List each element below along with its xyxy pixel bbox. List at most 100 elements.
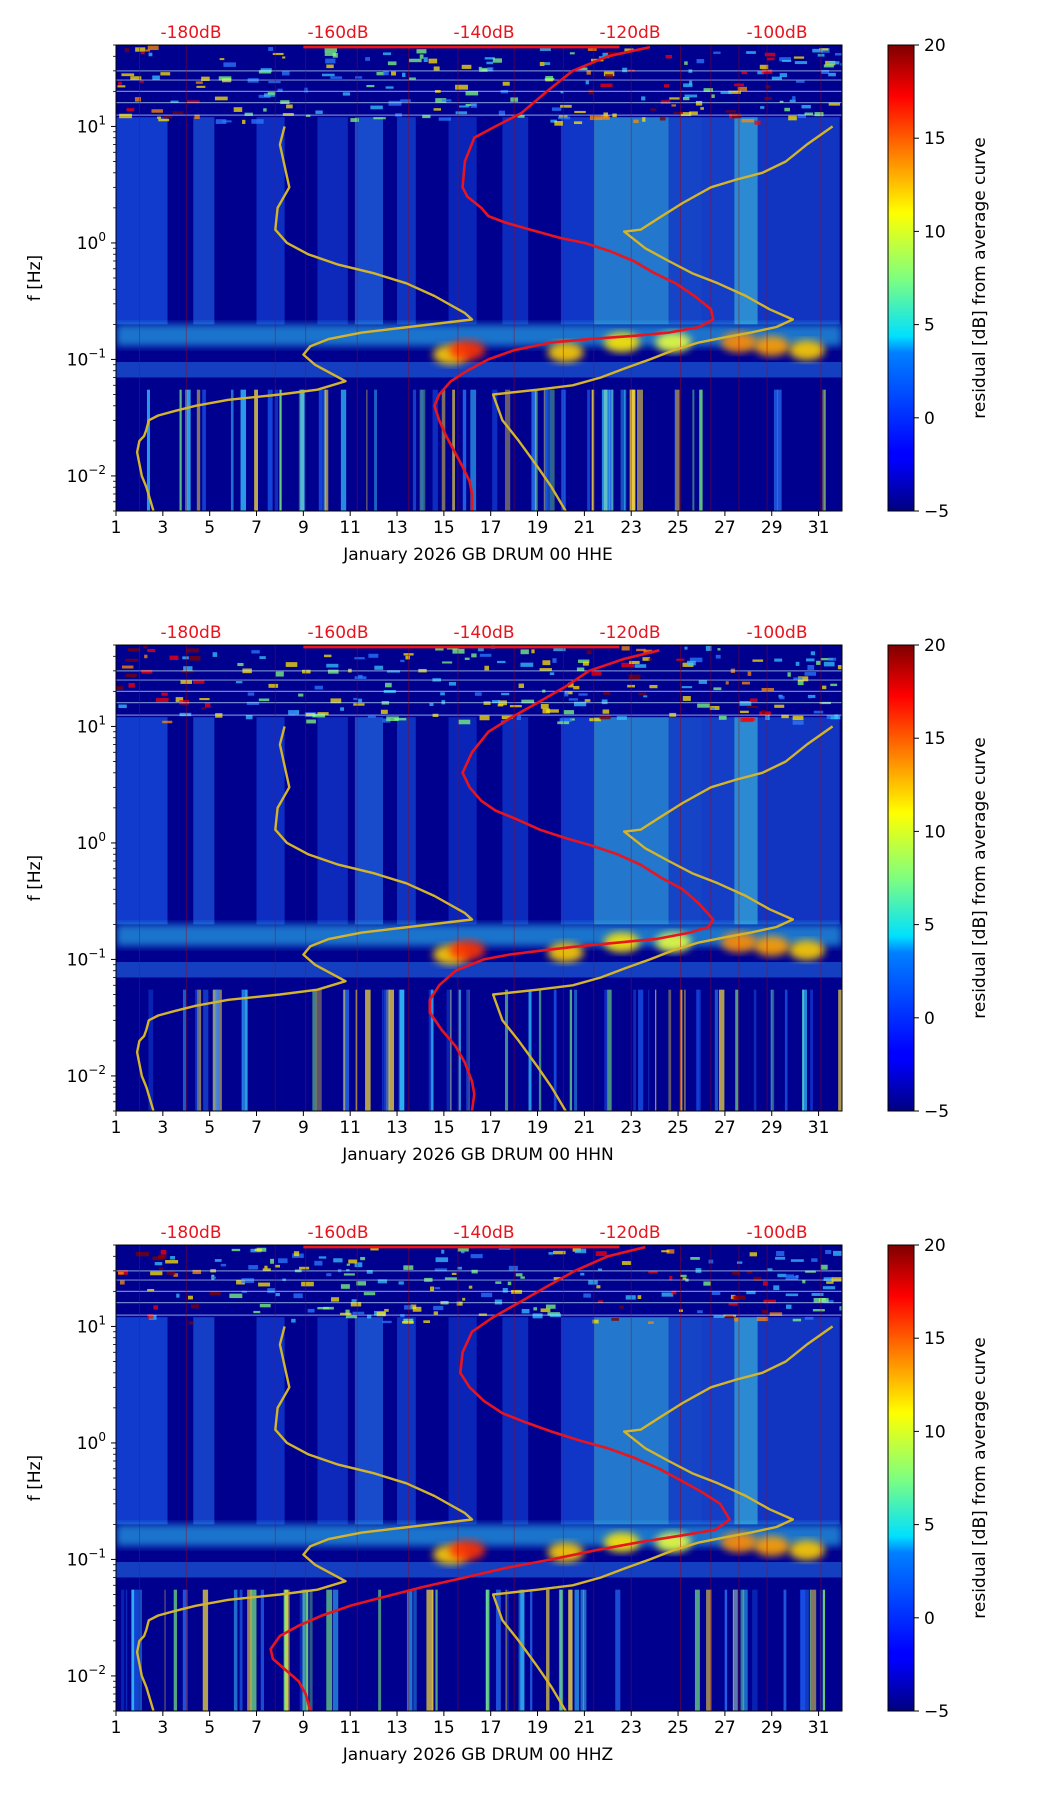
hf-noise: [589, 115, 603, 121]
low-freq-streak: [674, 389, 676, 511]
low-freq-streak: [446, 989, 452, 1111]
hf-noise: [377, 1279, 388, 1284]
hf-noise: [823, 1277, 833, 1281]
storm-blob: [788, 1540, 825, 1561]
hf-noise: [388, 100, 402, 106]
hf-noise: [356, 1281, 367, 1286]
hf-noise: [665, 54, 673, 59]
x-tick-label: 23: [620, 518, 642, 538]
y-tick-label: 10−2: [67, 463, 106, 487]
hf-noise: [814, 112, 824, 117]
low-freq-streak: [419, 389, 426, 511]
low-freq-streak: [365, 989, 371, 1111]
low-freq-streak: [735, 989, 739, 1111]
noise-column: [317, 1317, 348, 1525]
hf-noise: [761, 687, 775, 691]
hf-noise: [734, 1295, 746, 1300]
hf-noise: [302, 669, 311, 674]
hf-noise: [448, 682, 457, 686]
low-freq-streak: [562, 389, 566, 511]
hf-noise: [810, 651, 816, 656]
hf-noise: [188, 1321, 194, 1325]
hf-noise: [400, 99, 411, 102]
hf-noise: [219, 58, 225, 61]
hf-noise: [601, 699, 608, 705]
y-tick-exponent: −1: [88, 946, 106, 960]
top-db-label: -100dB: [746, 1223, 807, 1243]
hf-noise: [465, 91, 479, 96]
hf-noise: [705, 645, 712, 651]
hf-noise: [774, 658, 783, 662]
hf-noise: [422, 114, 431, 119]
hf-noise: [823, 1300, 834, 1304]
noise-column: [317, 117, 348, 325]
hf-noise: [807, 664, 815, 670]
hf-noise: [830, 715, 841, 720]
hf-noise: [532, 1313, 543, 1319]
hf-noise: [501, 692, 510, 696]
hf-noise: [218, 76, 232, 81]
hf-noise: [595, 1251, 607, 1256]
low-freq-streak: [468, 989, 470, 1111]
low-freq-streak: [458, 989, 461, 1111]
colorbar-tick-label: 15: [924, 729, 946, 749]
hf-noise: [360, 1256, 366, 1261]
hf-noise: [380, 709, 388, 714]
hf-noise: [209, 1291, 221, 1296]
hf-noise: [145, 49, 151, 52]
x-tick-label: 9: [298, 1118, 309, 1138]
hf-noise: [689, 657, 703, 663]
y-tick-exponent: 0: [98, 230, 106, 244]
hf-noise: [539, 61, 545, 67]
low-freq-streak: [406, 1589, 413, 1711]
hf-noise: [684, 646, 688, 650]
hf-noise: [170, 1256, 176, 1260]
colorbar-tick-label: 10: [924, 822, 946, 842]
hf-noise: [642, 117, 646, 122]
hf-noise: [765, 715, 770, 720]
hf-noise: [671, 1290, 677, 1295]
low-freq-streak: [233, 1589, 238, 1711]
hf-noise: [681, 686, 693, 689]
low-freq-streak: [505, 1589, 508, 1711]
hf-noise: [233, 107, 243, 112]
hf-noise: [605, 74, 613, 79]
low-freq-streak: [212, 989, 218, 1111]
low-freq-streak: [706, 1589, 712, 1711]
low-freq-streak: [753, 989, 757, 1111]
storm-blob: [753, 936, 790, 957]
hf-noise: [546, 709, 559, 713]
hf-noise: [792, 720, 804, 725]
hf-noise: [258, 1282, 271, 1287]
hf-noise: [122, 665, 134, 669]
hf-noise: [154, 1262, 163, 1266]
top-db-label: -160dB: [307, 623, 368, 643]
hf-noise: [779, 57, 791, 62]
colorbar-tick-label: −5: [924, 1702, 949, 1722]
hf-noise: [365, 57, 370, 61]
median-psd-curve: [428, 649, 715, 1111]
hf-noise: [621, 662, 635, 668]
hf-noise: [779, 695, 785, 700]
x-tick-label: 19: [527, 1118, 549, 1138]
low-freq-streak: [714, 989, 718, 1111]
hf-noise: [491, 700, 501, 704]
top-db-label: -160dB: [307, 23, 368, 43]
hf-noise: [147, 1288, 155, 1292]
hf-noise: [220, 1263, 227, 1267]
hf-noise: [342, 92, 351, 96]
hf-noise: [834, 52, 842, 56]
hf-noise: [762, 1310, 769, 1314]
hf-noise: [795, 661, 800, 666]
hf-noise: [520, 662, 534, 667]
x-tick-label: 3: [157, 518, 168, 538]
hf-noise: [363, 1292, 376, 1296]
x-tick-label: 31: [808, 518, 830, 538]
hf-noise: [828, 72, 836, 77]
hf-noise: [127, 648, 140, 652]
hf-noise: [583, 1293, 591, 1298]
hf-noise: [435, 1257, 449, 1263]
low-freq-streak: [534, 389, 538, 511]
hf-noise: [416, 49, 427, 54]
y-tick-base: 10: [77, 234, 99, 254]
